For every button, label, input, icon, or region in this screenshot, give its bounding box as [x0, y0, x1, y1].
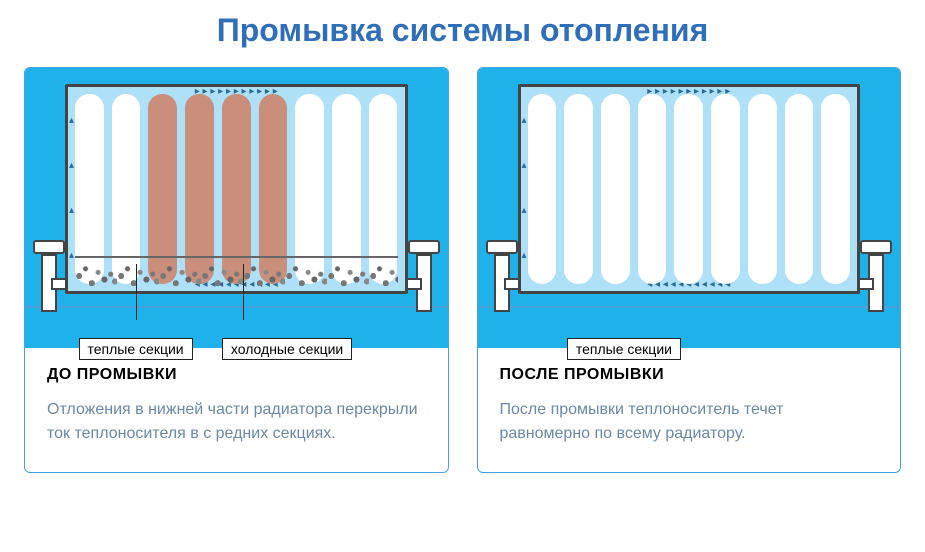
panel-before: ▸ ▸ ▸ ▸ ▸ ▸ ▸ ▸ ▸ ▸ ▸ ◂ ◂ ◂ ◂ ◂ ◂ ◂ ◂ ◂ … [24, 67, 449, 473]
text-before: Отложения в нижней части радиатора перек… [47, 398, 426, 446]
page-title: Промывка системы отопления [0, 0, 925, 67]
diagram-after: ▸ ▸ ▸ ▸ ▸ ▸ ▸ ▸ ▸ ▸ ▸ ◂ ◂ ◂ ◂ ◂ ◂ ◂ ◂ ◂ … [478, 68, 901, 348]
desc-before: ДО ПРОМЫВКИ Отложения в нижней части рад… [25, 348, 448, 472]
radiator-section [564, 94, 593, 284]
section-label: холодные секции [222, 338, 352, 360]
panels-row: ▸ ▸ ▸ ▸ ▸ ▸ ▸ ▸ ▸ ▸ ▸ ◂ ◂ ◂ ◂ ◂ ◂ ◂ ◂ ◂ … [0, 67, 925, 473]
radiator-section [785, 94, 814, 284]
radiator-after: ▸ ▸ ▸ ▸ ▸ ▸ ▸ ▸ ▸ ▸ ▸ ◂ ◂ ◂ ◂ ◂ ◂ ◂ ◂ ◂ … [510, 68, 869, 348]
radiator-before: ▸ ▸ ▸ ▸ ▸ ▸ ▸ ▸ ▸ ▸ ▸ ◂ ◂ ◂ ◂ ◂ ◂ ◂ ◂ ◂ … [57, 68, 416, 348]
radiator-section [638, 94, 667, 284]
radiator-section [748, 94, 777, 284]
heading-before: ДО ПРОМЫВКИ [47, 366, 426, 384]
desc-after: ПОСЛЕ ПРОМЫВКИ После промывки теплоносит… [478, 348, 901, 472]
radiator-section [528, 94, 557, 284]
panel-after: ▸ ▸ ▸ ▸ ▸ ▸ ▸ ▸ ▸ ▸ ▸ ◂ ◂ ◂ ◂ ◂ ◂ ◂ ◂ ◂ … [477, 67, 902, 473]
diagram-before: ▸ ▸ ▸ ▸ ▸ ▸ ▸ ▸ ▸ ▸ ▸ ◂ ◂ ◂ ◂ ◂ ◂ ◂ ◂ ◂ … [25, 68, 448, 348]
section-label: теплые секции [567, 338, 681, 360]
sections-after [528, 94, 851, 284]
radiator-section [601, 94, 630, 284]
heading-after: ПОСЛЕ ПРОМЫВКИ [500, 366, 879, 384]
text-after: После промывки теплоноситель течет равно… [500, 398, 879, 446]
section-label: теплые секции [79, 338, 193, 360]
sediment-before [75, 256, 398, 292]
radiator-section [674, 94, 703, 284]
radiator-section [821, 94, 850, 284]
radiator-section [711, 94, 740, 284]
